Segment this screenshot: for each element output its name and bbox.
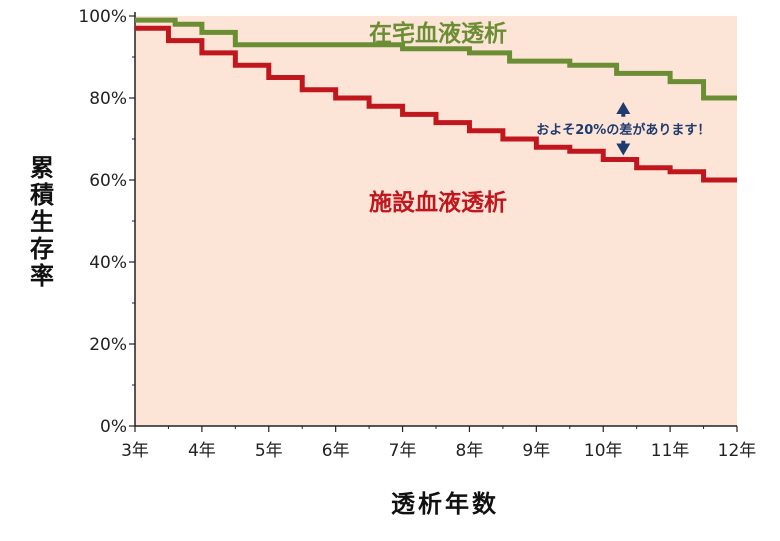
x-tick-label: 3年 — [121, 441, 149, 461]
y-axis-title-char: 生 — [30, 208, 54, 236]
x-tick-label: 6年 — [322, 441, 350, 461]
x-tick-label: 10年 — [584, 441, 623, 461]
plot-background — [135, 16, 737, 426]
y-tick-label: 80% — [89, 89, 127, 109]
y-axis-title-char: 累 — [30, 154, 54, 182]
y-axis-title-char: 率 — [30, 262, 54, 290]
x-tick-label: 7年 — [389, 441, 417, 461]
y-axis-title-char: 存 — [30, 235, 54, 263]
y-tick-label: 100% — [78, 7, 127, 27]
x-tick-label: 11年 — [651, 441, 690, 461]
y-axis-title-char: 積 — [30, 181, 54, 209]
x-tick-label: 9年 — [522, 441, 550, 461]
series-line-home-hd — [135, 17, 737, 101]
annotation-group — [616, 102, 631, 156]
arrow-down-icon — [616, 143, 631, 156]
x-tick-label: 12年 — [718, 441, 757, 461]
series-label-facility-hd: 施設血液透析 — [369, 189, 507, 216]
series-group — [135, 17, 737, 183]
x-axis-title: 透析年数 — [391, 490, 499, 518]
series-line-facility-hd — [135, 25, 737, 183]
y-tick-label: 0% — [100, 417, 127, 437]
x-tick-label: 5年 — [255, 441, 283, 461]
y-tick-label: 60% — [89, 171, 127, 191]
difference-annotation: およそ20%の差があります！ — [536, 122, 710, 138]
x-tick-label: 8年 — [456, 441, 484, 461]
tick-group: 0% 20% 40% 60% 80% 100% 3年 4年 5年 6年 7年 8年 9年 10年 11年 12… — [78, 7, 756, 461]
y-tick-label: 20% — [89, 335, 127, 355]
x-tick-label: 4年 — [188, 441, 216, 461]
y-tick-label: 40% — [89, 253, 127, 273]
series-label-home-hd: 在宅血液透析 — [369, 20, 507, 47]
arrow-up-icon — [616, 102, 631, 114]
